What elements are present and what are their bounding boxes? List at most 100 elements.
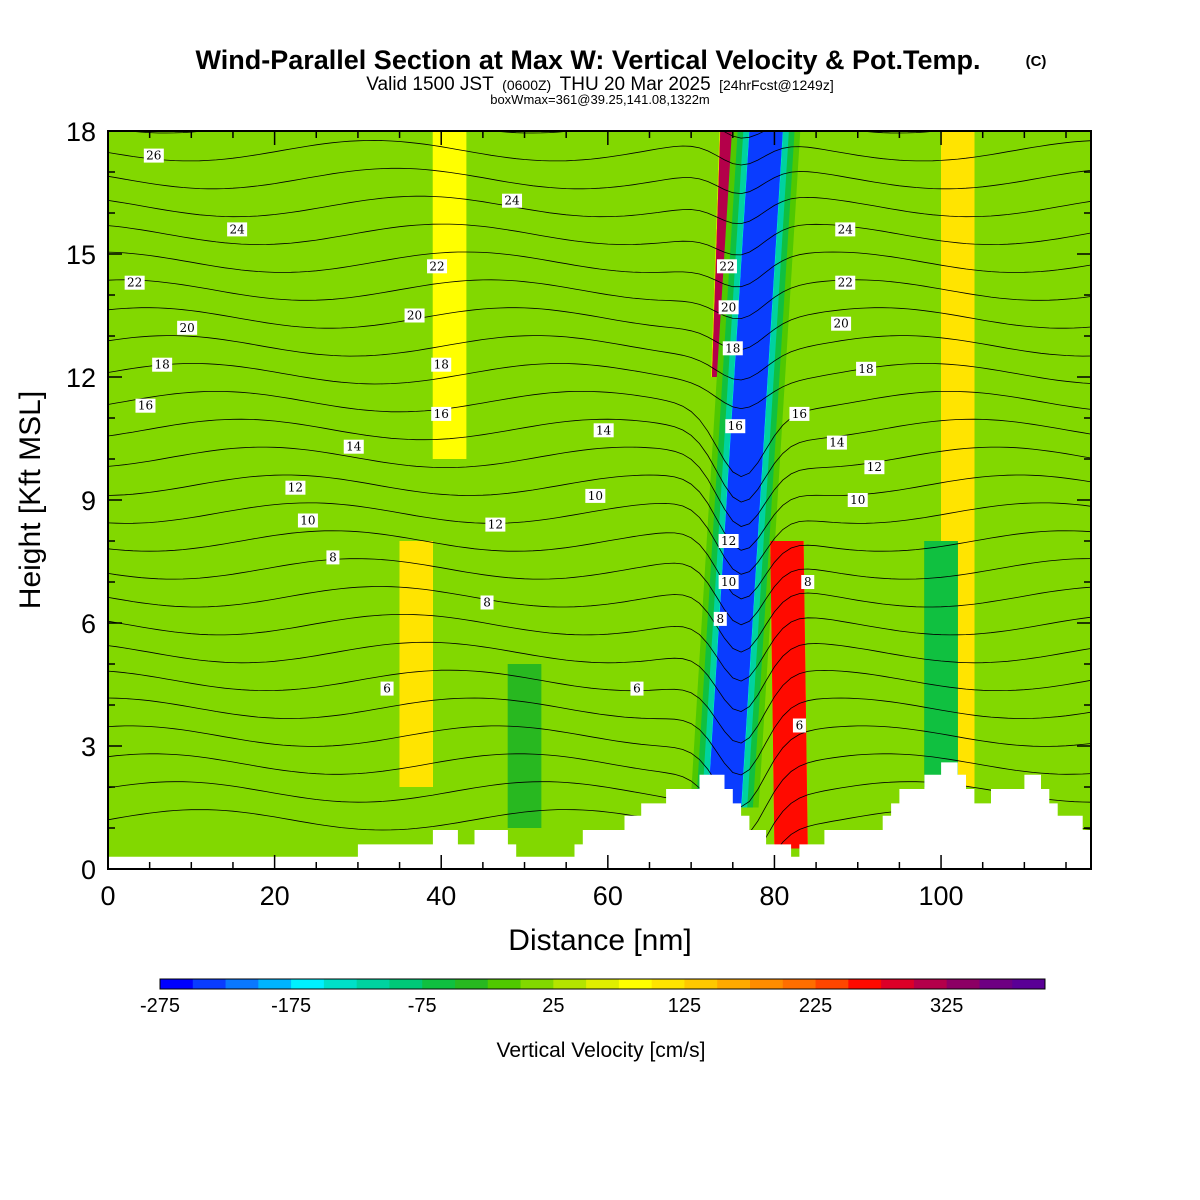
colorbar-swatch [913, 979, 948, 989]
theta-contour-20 [108, 251, 1091, 288]
box-wmax-info: boxWmax=361@39.25,141.08,1322m [490, 92, 710, 107]
colorbar-swatch [586, 979, 620, 989]
theta-label-11: 20 [831, 316, 852, 331]
theta-label-20: 14 [343, 439, 364, 454]
x-tick-label: 0 [100, 881, 115, 911]
theta-label-text: 22 [429, 259, 444, 273]
theta-label-bg [718, 575, 739, 589]
theta-contour-9 [108, 558, 1091, 626]
theta-contour-13 [108, 446, 1091, 527]
theta-label-24: 12 [485, 517, 506, 532]
theta-label-text: 18 [155, 358, 170, 372]
colorbar-tick-label: -75 [408, 995, 437, 1017]
colorbar [159, 978, 1046, 990]
y-axis-label: Height [Kft MSL] [14, 391, 47, 609]
theta-label-23: 12 [285, 480, 306, 495]
theta-label-16: 16 [135, 398, 156, 413]
theta-label-21: 14 [593, 423, 614, 438]
theta-label-bg [404, 308, 425, 323]
theta-label-text: 10 [850, 493, 865, 507]
chart-title: Wind-Parallel Section at Max W: Vertical… [196, 45, 981, 75]
colorbar-swatch [618, 979, 653, 989]
y-tick-label: 18 [66, 117, 96, 147]
x-tick-label: 60 [593, 881, 623, 911]
theta-label-28: 10 [585, 488, 606, 503]
theta-contour-6 [108, 641, 1091, 713]
theta-label-text: 6 [796, 719, 804, 733]
x-tick-label: 20 [260, 881, 290, 911]
x-tick-label: 80 [759, 881, 789, 911]
theta-label-bg [480, 595, 494, 610]
theta-contour-17 [108, 335, 1091, 381]
theta-label-text: 16 [792, 407, 807, 421]
theta-label-bg [718, 534, 739, 548]
colorbar-swatch [848, 979, 882, 989]
forecast-info: [24hrFcst@1249z] [719, 77, 834, 93]
colorbar-swatch [815, 979, 849, 989]
theta-contour-22 [108, 195, 1091, 225]
theta-label-bg [593, 423, 614, 438]
theta-label-3: 24 [835, 222, 856, 237]
theta-contour-15 [108, 391, 1091, 478]
colorbar-tick-label: 25 [542, 995, 564, 1017]
theta-label-text: 22 [127, 276, 142, 290]
colorbar-swatch [192, 979, 227, 989]
theta-label-text: 20 [833, 317, 848, 331]
theta-label-10: 20 [718, 300, 739, 315]
theta-label-bg [135, 398, 156, 413]
theta-label-text: 22 [719, 259, 734, 273]
y-tick-label: 3 [81, 732, 96, 762]
theta-contour-3 [108, 725, 1091, 808]
colorbar-swatch [750, 979, 784, 989]
y-tick-label: 9 [81, 486, 96, 516]
theta-label-text: 24 [838, 222, 854, 236]
colorbar-swatch [684, 979, 718, 989]
theta-label-text: 16 [138, 399, 153, 413]
colorbar-tick-label: -175 [271, 995, 311, 1017]
theta-label-14: 18 [722, 341, 743, 356]
colorbar-swatch [291, 979, 325, 989]
theta-label-text: 16 [728, 419, 743, 433]
colorbar-label: Vertical Velocity [cm/s] [497, 1039, 706, 1062]
theta-label-36: 6 [630, 681, 644, 696]
y-tick-label: 0 [81, 855, 96, 885]
theta-label-text: 12 [867, 460, 882, 474]
theta-label-9: 20 [404, 308, 425, 323]
y-tick-labels: 0 3 6 9 12 15 18 [66, 117, 96, 885]
w-feature-6-band-5 [507, 664, 542, 828]
theta-contour-18 [108, 307, 1091, 351]
theta-contour-10 [108, 530, 1091, 600]
colorbar-swatch [782, 979, 817, 989]
theta-label-5: 22 [427, 259, 448, 274]
x-tick-labels: 0 20 40 60 80 100 [100, 881, 963, 911]
colorbar-swatch [1012, 979, 1046, 989]
valid-date: THU 20 Mar 2025 [560, 74, 711, 95]
theta-label-27: 10 [297, 513, 318, 528]
theta-label-bg [502, 193, 523, 208]
theta-contour-12 [108, 474, 1091, 551]
theta-contour-19 [108, 279, 1091, 320]
theta-label-bg [831, 316, 852, 331]
colorbar-swatch [356, 979, 390, 989]
theta-contour-24 [108, 139, 1091, 166]
w-feature-3-band-5 [399, 541, 433, 787]
theta-label-25: 12 [718, 534, 739, 548]
theta-label-text: 12 [721, 534, 736, 548]
theta-contour-2 [108, 753, 1091, 839]
theta-label-bg [630, 681, 644, 696]
theta-label-18: 16 [725, 419, 746, 434]
theta-label-text: 20 [407, 309, 422, 323]
theta-label-bg [716, 259, 737, 274]
theta-label-bg [847, 493, 868, 507]
theta-label-4: 22 [124, 275, 145, 290]
x-tick-label: 40 [426, 881, 456, 911]
theta-label-text: 12 [488, 518, 503, 532]
theta-label-text: 6 [383, 682, 391, 696]
theta-label-bg [856, 361, 877, 376]
valid-prefix: Valid 1500 JST [366, 74, 494, 95]
theta-label-text: 10 [300, 514, 315, 528]
theta-contour-23 [108, 167, 1091, 195]
theta-label-13: 18 [431, 357, 452, 372]
copyright-mark: (C) [1026, 53, 1047, 70]
theta-label-1: 24 [227, 222, 248, 237]
